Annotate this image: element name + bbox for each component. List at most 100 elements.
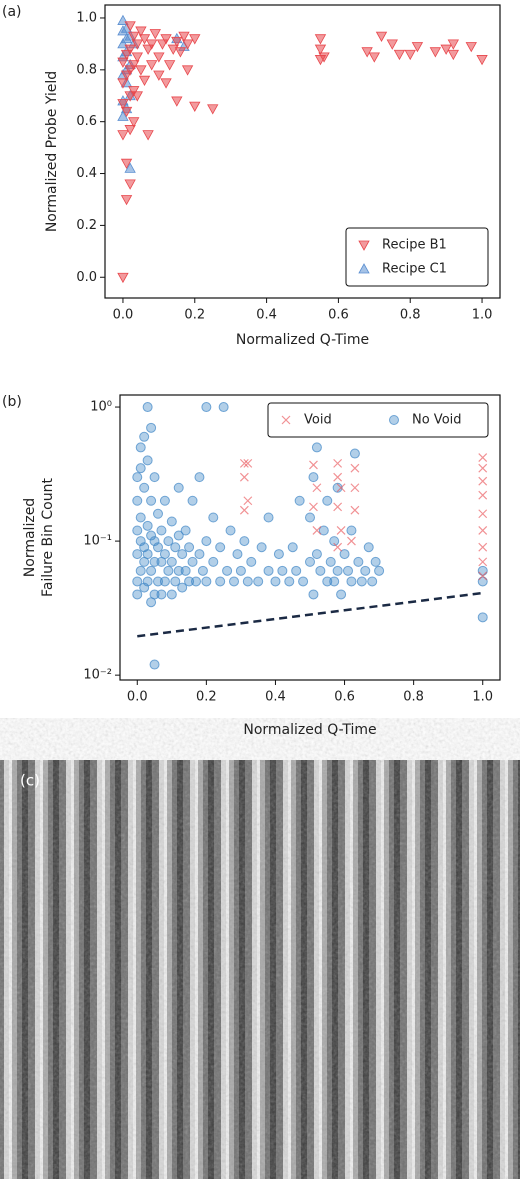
marker [239,536,250,547]
marker [375,31,388,42]
marker [305,556,315,567]
marker [166,516,177,527]
marker [135,536,146,547]
marker [208,556,219,567]
marker [135,65,147,76]
marker [149,29,161,40]
marker [329,576,340,587]
marker [239,472,249,482]
marker [215,542,226,553]
marker [242,576,253,587]
marker [478,509,488,519]
chart: (b) 0.0 0.2 0.4 0.6 0.8 1.0 10⁻² 10⁻¹ 10⁰ Normaliz… [2,394,501,738]
marker [273,549,284,560]
y-axis-label: Failure Bin Count [40,478,56,597]
marker [189,101,201,112]
marker [370,556,381,567]
x-tick-label: 0.4 [265,690,286,705]
marker [478,542,488,552]
marker [180,565,191,576]
marker [135,565,146,576]
marker [117,78,129,89]
marker [239,505,249,515]
marker [117,110,129,121]
marker [350,463,360,473]
marker [128,31,140,42]
marker [325,556,336,567]
marker [142,130,154,141]
x-tick-label: 0.2 [196,690,217,705]
marker [263,512,274,523]
y-tick-label: 1.0 [76,10,97,25]
marker [160,78,172,89]
marker [246,556,257,567]
marker [171,96,183,107]
marker [124,44,136,55]
marker [312,483,322,493]
marker [159,495,170,506]
x-tick-label: 0.0 [113,308,134,323]
marker [239,458,249,468]
marker [225,525,236,536]
marker [478,463,488,473]
marker [201,536,212,547]
marker [336,483,346,493]
image-texture [0,760,520,1179]
marker [215,576,226,587]
marker [135,442,146,453]
y-tick-label: 0.2 [76,218,97,233]
y-tick-label: 0.8 [76,62,97,77]
marker [201,576,212,587]
marker [124,162,136,173]
marker [311,549,322,560]
marker [447,49,459,61]
marker [256,542,267,553]
marker [322,576,333,587]
marker [117,99,129,110]
axes-frame [104,4,501,299]
marker [156,525,167,536]
marker [197,565,208,576]
marker [222,565,233,576]
legend-box [345,227,489,287]
y-axis-label: Normalized [22,498,38,577]
marker [308,589,319,600]
marker [294,495,305,506]
marker [138,34,151,45]
marker [178,31,190,42]
marker [339,549,350,560]
marker [232,549,243,560]
y-tick-label: 10⁻¹ [83,534,112,549]
marker [146,530,157,541]
x-tick-label: 0.0 [127,690,148,705]
marker [298,576,309,587]
marker [187,556,198,567]
marker [350,505,360,515]
legend-box [267,402,489,438]
plot-area [117,14,488,284]
marker [187,495,198,506]
marker [173,565,184,576]
marker [146,60,158,71]
marker [277,565,288,576]
marker [287,542,298,553]
marker [343,565,353,576]
panel-label: (b) [2,394,22,410]
marker [309,460,318,470]
marker [333,542,343,552]
marker [336,589,347,600]
marker [329,536,340,547]
marker [142,520,153,531]
marker [173,482,184,493]
marker [184,542,195,553]
marker [120,158,133,169]
marker [477,576,488,587]
marker [138,75,151,87]
marker [146,495,157,506]
marker [132,549,143,560]
marker [314,34,327,45]
marker [163,60,176,71]
marker [177,549,188,560]
marker [117,130,129,141]
marker [243,458,253,468]
